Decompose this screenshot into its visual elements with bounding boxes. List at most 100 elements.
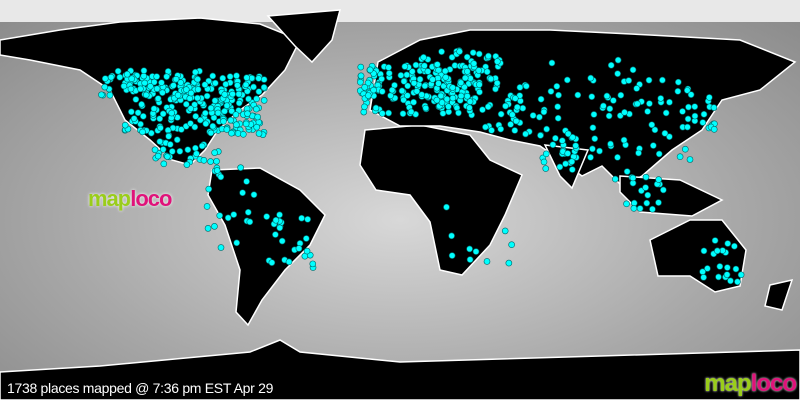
place-marker[interactable] [634,100,641,108]
place-marker[interactable] [205,185,213,193]
place-marker[interactable] [101,75,109,82]
place-marker[interactable] [379,110,386,117]
place-marker[interactable] [484,103,492,111]
place-marker[interactable] [540,158,548,166]
place-marker[interactable] [229,90,236,98]
place-marker[interactable] [407,108,415,116]
place-marker[interactable] [620,136,628,144]
place-marker[interactable] [596,147,603,155]
place-marker[interactable] [159,89,166,96]
place-marker[interactable] [202,109,209,117]
place-marker[interactable] [591,135,599,142]
place-marker[interactable] [472,248,480,255]
place-marker[interactable] [691,103,699,110]
place-marker[interactable] [244,208,252,216]
place-marker[interactable] [138,101,145,108]
place-marker[interactable] [242,81,250,89]
place-marker[interactable] [187,105,195,112]
place-marker[interactable] [568,158,576,165]
place-marker[interactable] [540,108,548,116]
place-marker[interactable] [629,174,637,182]
place-marker[interactable] [298,214,305,222]
place-marker[interactable] [455,109,462,117]
place-marker[interactable] [516,84,524,91]
place-marker[interactable] [461,74,469,82]
place-marker[interactable] [398,87,406,95]
place-marker[interactable] [272,216,280,224]
place-marker[interactable] [121,121,129,129]
place-marker[interactable] [278,237,286,245]
place-marker[interactable] [250,191,258,198]
place-marker[interactable] [464,92,471,100]
place-marker[interactable] [537,132,544,139]
place-marker[interactable] [424,68,432,75]
place-marker[interactable] [160,160,168,168]
place-marker[interactable] [512,117,520,125]
place-marker[interactable] [400,78,408,85]
place-marker[interactable] [679,108,686,115]
place-marker[interactable] [548,59,556,67]
place-marker[interactable] [357,63,365,71]
place-marker[interactable] [128,75,136,82]
place-marker[interactable] [449,94,457,102]
place-marker[interactable] [507,121,514,128]
place-marker[interactable] [588,93,596,100]
place-marker[interactable] [456,48,463,55]
place-marker[interactable] [649,205,656,213]
place-marker[interactable] [502,102,509,110]
place-marker[interactable] [276,224,284,232]
place-marker[interactable] [123,70,131,78]
place-marker[interactable] [505,259,513,267]
place-marker[interactable] [134,109,142,117]
place-marker[interactable] [522,130,529,138]
place-marker[interactable] [479,106,486,114]
place-marker[interactable] [614,154,621,161]
place-marker[interactable] [437,92,445,100]
place-marker[interactable] [150,105,158,113]
place-marker[interactable] [202,120,210,128]
place-marker[interactable] [587,74,595,82]
place-marker[interactable] [562,160,569,168]
place-marker[interactable] [614,56,622,64]
place-marker[interactable] [644,108,651,115]
place-marker[interactable] [643,199,651,207]
place-marker[interactable] [172,75,180,83]
place-marker[interactable] [219,74,227,82]
place-marker[interactable] [370,86,377,94]
place-marker[interactable] [101,83,109,91]
place-marker[interactable] [421,62,428,70]
place-marker[interactable] [239,189,246,197]
place-marker[interactable] [422,104,430,112]
place-marker[interactable] [610,97,617,104]
place-marker[interactable] [511,95,519,102]
place-marker[interactable] [714,247,721,255]
place-marker[interactable] [178,126,185,133]
place-marker[interactable] [233,72,240,79]
place-marker[interactable] [549,141,557,149]
place-marker[interactable] [449,84,456,91]
place-marker[interactable] [441,67,449,75]
place-marker[interactable] [217,173,225,181]
place-marker[interactable] [704,265,711,272]
place-marker[interactable] [635,149,642,157]
place-marker[interactable] [217,244,225,251]
place-marker[interactable] [150,78,158,86]
place-marker[interactable] [128,108,135,116]
place-marker[interactable] [214,109,222,117]
place-marker[interactable] [250,83,257,91]
place-marker[interactable] [228,107,235,115]
place-marker[interactable] [536,113,543,121]
place-marker[interactable] [727,277,734,285]
place-marker[interactable] [295,245,303,252]
place-marker[interactable] [699,268,706,276]
place-marker[interactable] [552,134,559,142]
place-marker[interactable] [435,66,442,74]
place-marker[interactable] [686,156,694,163]
place-marker[interactable] [151,146,159,154]
place-marker[interactable] [655,176,662,183]
place-marker[interactable] [699,119,707,126]
place-marker[interactable] [191,101,198,108]
place-marker[interactable] [636,205,644,212]
place-marker[interactable] [497,125,505,133]
